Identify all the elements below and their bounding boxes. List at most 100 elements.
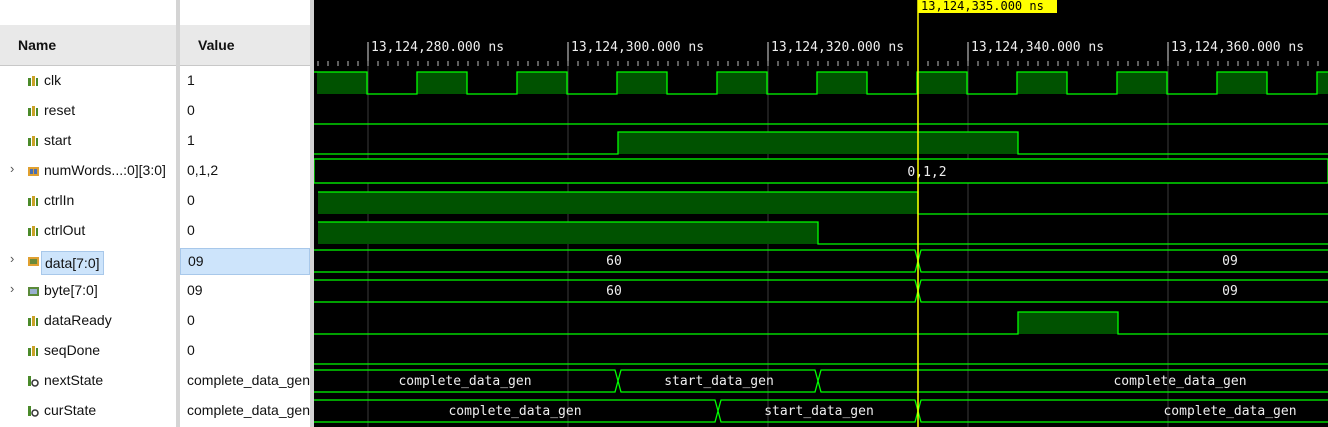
signal-value-cell[interactable]: complete_data_gen — [180, 396, 310, 426]
clk-high-fill — [1017, 72, 1067, 94]
clk-high-fill — [1317, 72, 1328, 94]
clk-high-fill — [317, 72, 367, 94]
curstate-bus-segment — [717, 399, 919, 423]
signal-row-8[interactable]: dataReady — [0, 306, 176, 336]
waveform-pane[interactable]: 13,124,280.000 ns 13,124,300.000 ns 13,124… — [314, 0, 1328, 427]
signal-value: 1 — [187, 132, 195, 148]
name-column-header[interactable]: Name — [0, 25, 176, 66]
signal-value: 1 — [187, 72, 195, 88]
nextstate-bus-label: start_data_gen — [664, 374, 774, 389]
value-column: Value 1 0 1 0,1,2 0 0 09 09 0 0 complete_data_gen c… — [180, 0, 310, 427]
signal-value: 0 — [187, 192, 195, 208]
clk-high-fill — [817, 72, 867, 94]
signal-value-cell[interactable]: 0 — [180, 336, 310, 366]
numwords-bus-label: 0,1,2 — [907, 165, 946, 180]
curstate-bus-label: complete_data_gen — [448, 404, 581, 419]
pane-divider[interactable] — [310, 0, 314, 427]
signal-value-cell[interactable]: 0 — [180, 186, 310, 216]
signal-value: 0 — [187, 312, 195, 328]
data-bus-segment — [314, 249, 919, 273]
signal-name: numWords...:0][3:0] — [44, 162, 166, 178]
clk-high-fill — [417, 72, 467, 94]
signal-row-9[interactable]: seqDone — [0, 336, 176, 366]
bus-signal-icon — [27, 254, 40, 270]
nextstate-bus-label: complete_data_gen — [1113, 374, 1246, 389]
numwords-bus — [314, 158, 1328, 184]
signal-value: 09 — [187, 282, 203, 298]
signal-value-cell[interactable]: 09 — [180, 276, 310, 306]
signal-value-cell[interactable]: 1 — [180, 126, 310, 156]
clk-high-fill — [617, 72, 667, 94]
signal-value-cell[interactable]: 0 — [180, 216, 310, 246]
curstate-bus-label: start_data_gen — [764, 404, 874, 419]
time-ruler: 13,124,280.000 ns 13,124,300.000 ns 13,124… — [317, 40, 1319, 66]
clk-high-fill — [1217, 72, 1267, 94]
bit-signal-icon — [27, 134, 39, 150]
array-signal-icon — [27, 164, 40, 180]
time-label: 13,124,280.000 ns — [371, 40, 504, 55]
signal-value-cell[interactable]: 1 — [180, 66, 310, 96]
bus-signal-icon — [27, 284, 40, 300]
enum-signal-icon — [27, 404, 39, 420]
clk-high-fill — [917, 72, 967, 94]
signal-name: dataReady — [44, 312, 112, 328]
signal-value: 0,1,2 — [187, 162, 219, 178]
bit-signal-icon — [27, 224, 39, 240]
signal-value-cell[interactable]: 0,1,2 — [180, 156, 310, 186]
column-divider[interactable] — [176, 0, 180, 427]
signal-row-4[interactable]: ctrlIn — [0, 186, 176, 216]
nextstate-bus-segment — [817, 369, 1328, 393]
signal-row-0[interactable]: clk — [0, 66, 176, 96]
expand-chevron-icon[interactable]: › — [10, 281, 15, 296]
signal-value-cell[interactable]: complete_data_gen — [180, 366, 310, 396]
signal-row-10[interactable]: nextState — [0, 366, 176, 396]
byte-bus-segment — [917, 279, 1328, 303]
byte-bus-segment — [314, 279, 919, 303]
cursor-time-badge — [918, 0, 1057, 13]
signal-value-cell[interactable]: 0 — [180, 306, 310, 336]
ctrlout-high-fill — [318, 222, 818, 244]
clk-high-fill — [517, 72, 567, 94]
signal-value-cell[interactable]: 09 — [180, 248, 310, 275]
signal-row-2[interactable]: start — [0, 126, 176, 156]
signal-row-11[interactable]: curState — [0, 396, 176, 426]
ctrlout-waveform — [318, 221, 1328, 245]
bit-signal-icon — [27, 74, 39, 90]
grid-lines — [367, 66, 1169, 427]
signal-value: 09 — [188, 253, 204, 269]
signal-row-5[interactable]: ctrlOut — [0, 216, 176, 246]
ctrlin-high-fill — [318, 192, 918, 214]
time-label: 13,124,300.000 ns — [571, 40, 704, 55]
curstate-bus-label: complete_data_gen — [1163, 404, 1296, 419]
clk-high-fill — [717, 72, 767, 94]
value-column-header[interactable]: Value — [180, 25, 310, 66]
dataready-waveform — [314, 311, 1328, 335]
bit-signal-icon — [27, 104, 39, 120]
signal-value-cell[interactable]: 0 — [180, 96, 310, 126]
signal-name: data[7:0] — [41, 251, 104, 275]
signal-name: seqDone — [44, 342, 101, 358]
signal-row-1[interactable]: reset — [0, 96, 176, 126]
start-high-fill — [618, 132, 1018, 154]
signal-name: nextState — [44, 372, 104, 388]
curstate-bus-segment — [314, 399, 719, 423]
nextstate-bus-label: complete_data_gen — [398, 374, 531, 389]
bit-signal-icon — [27, 194, 39, 210]
expand-chevron-icon[interactable]: › — [10, 161, 15, 176]
start-waveform — [314, 131, 1328, 155]
time-cursor[interactable]: 13,124,335.000 ns — [917, 0, 1057, 427]
byte-bus-label: 60 — [606, 284, 622, 299]
curstate-bus-segment — [917, 399, 1328, 423]
expand-chevron-icon[interactable]: › — [10, 251, 15, 266]
nextstate-bus-segment — [314, 369, 619, 393]
signal-row-6[interactable]: › data[7:0] — [0, 246, 176, 276]
signal-row-7[interactable]: › byte[7:0] — [0, 276, 176, 306]
signal-value: 0 — [187, 102, 195, 118]
signal-value: complete_data_gen — [187, 372, 310, 388]
nextstate-bus-segment — [617, 369, 819, 393]
signal-row-3[interactable]: › numWords...:0][3:0] — [0, 156, 176, 186]
data-bus-label: 09 — [1222, 254, 1238, 269]
signal-name: reset — [44, 102, 76, 118]
signal-name: byte[7:0] — [44, 282, 98, 298]
byte-bus-label: 09 — [1222, 284, 1238, 299]
